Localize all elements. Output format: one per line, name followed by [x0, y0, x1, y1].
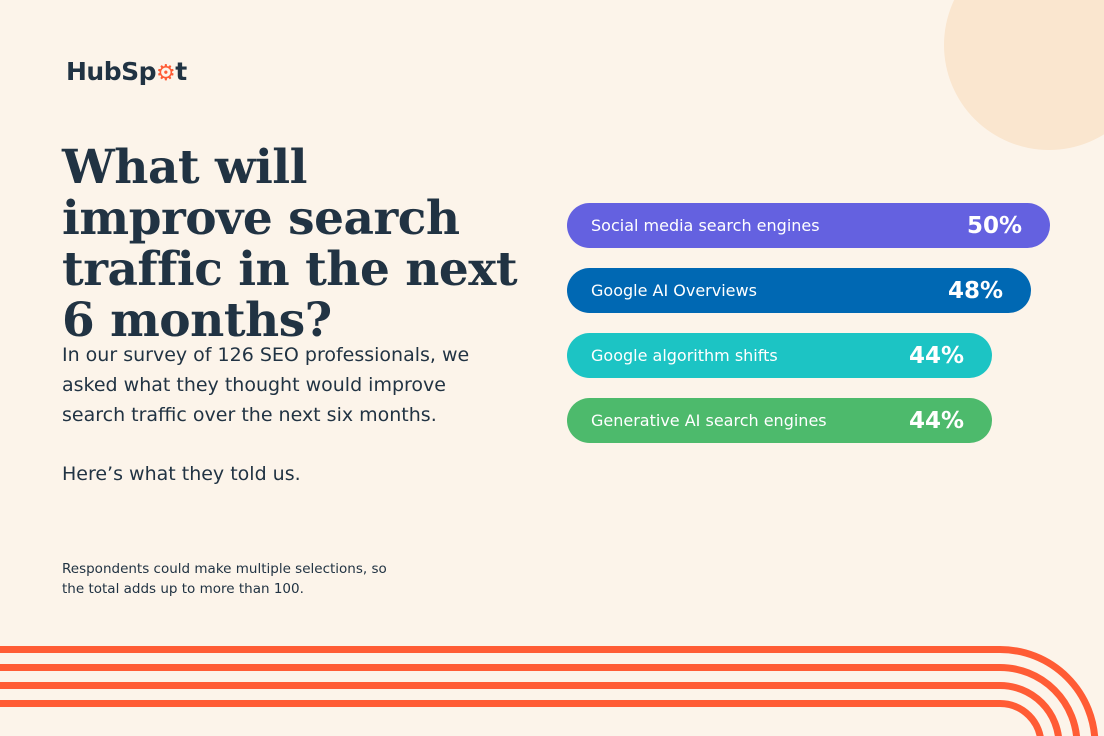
- bar: Generative AI search engines 44%: [567, 398, 992, 443]
- headline: What will improve search traffic in the …: [62, 140, 518, 348]
- closing-text: Here’s what they told us.: [62, 463, 301, 485]
- bar-label: Google AI Overviews: [591, 281, 757, 300]
- bar-value-label: 48%: [947, 277, 1003, 304]
- footnote: Respondents could make multiple selectio…: [62, 561, 387, 597]
- decorative-circle: [944, 0, 1104, 150]
- intro-text: In our survey of 126 SEO professionals, …: [62, 344, 470, 426]
- bar-label: Social media search engines: [591, 216, 820, 235]
- bar-label: Generative AI search engines: [591, 411, 827, 430]
- bar: Google AI Overviews 48%: [567, 268, 1031, 313]
- hubspot-logo: HubSp⚙t: [66, 57, 187, 86]
- bar-chart: Social media search engines 50% Google AI …: [567, 203, 1057, 453]
- bar: Google algorithm shifts 44%: [567, 333, 992, 378]
- bar-value-label: 44%: [908, 407, 964, 434]
- bar-value-label: 44%: [908, 342, 964, 369]
- bar-label: Google algorithm shifts: [591, 346, 778, 365]
- bar: Social media search engines 50%: [567, 203, 1050, 248]
- bar-value-label: 50%: [966, 212, 1022, 239]
